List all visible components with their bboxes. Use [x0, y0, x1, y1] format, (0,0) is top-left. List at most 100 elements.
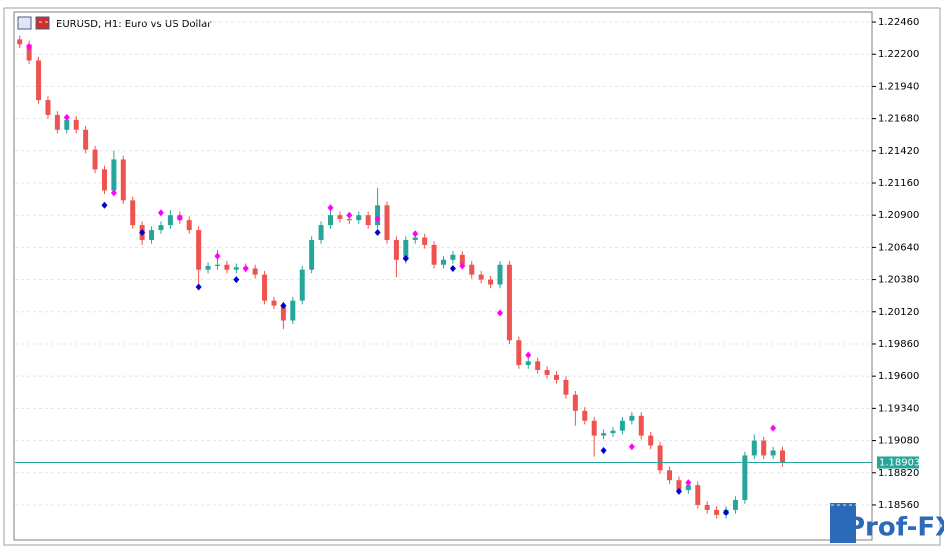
candle-body: [535, 361, 541, 370]
y-tick-label: 1.21680: [878, 114, 919, 125]
signal-marker: [628, 443, 635, 451]
candle-body: [290, 300, 296, 321]
watermark: Prof-FX: [830, 503, 944, 543]
y-tick-label: 1.21160: [878, 178, 919, 189]
candle-body: [111, 159, 117, 191]
y-tick-label: 1.21940: [878, 81, 919, 92]
signal-marker: [101, 201, 108, 209]
candle-body: [252, 268, 258, 275]
candle-body: [158, 225, 164, 231]
signal-marker: [723, 508, 730, 516]
candle-body: [403, 239, 409, 260]
candle-body: [638, 415, 644, 436]
candle-body: [233, 267, 239, 270]
candle-body: [299, 269, 305, 301]
signal-marker: [195, 283, 202, 291]
candle-body: [17, 39, 23, 45]
signal-marker: [675, 487, 682, 495]
candle-body: [205, 265, 211, 270]
candle-body: [506, 264, 512, 341]
current-price-box: [877, 456, 919, 469]
candle-body: [572, 394, 578, 411]
candle-body: [544, 369, 550, 375]
signal-marker: [374, 215, 381, 223]
candle-body: [262, 274, 268, 301]
y-tick-label: 1.19600: [878, 371, 919, 382]
candle-body: [120, 159, 126, 201]
candle-body: [714, 509, 720, 515]
signal-marker: [525, 351, 532, 359]
y-tick-label: 1.20900: [878, 210, 919, 221]
signal-marker: [157, 209, 164, 217]
y-tick-label: 1.18560: [878, 500, 919, 511]
signal-marker: [685, 479, 692, 487]
candle-body: [761, 440, 767, 456]
signal-marker: [346, 211, 353, 219]
signal-marker: [600, 446, 607, 454]
candle-body: [73, 119, 79, 130]
candle-body: [685, 485, 691, 491]
candle-body: [657, 445, 663, 471]
y-tick-label: 1.19080: [878, 436, 919, 447]
current-price-label: 1.18903: [879, 457, 920, 468]
y-tick-label: 1.20120: [878, 307, 919, 318]
candle-body: [441, 259, 446, 265]
signal-marker: [176, 214, 183, 222]
candle-body: [619, 420, 625, 431]
y-tick-label: 1.18820: [878, 468, 919, 479]
signal-marker: [110, 189, 117, 197]
candle-body: [497, 264, 503, 285]
toolbar-icons: [17, 16, 50, 30]
signal-marker: [327, 204, 334, 212]
candle-body: [601, 433, 607, 436]
candle-body: [318, 225, 324, 240]
candle-body: [365, 215, 371, 226]
candle-body: [309, 239, 315, 270]
candle-body: [469, 264, 475, 275]
y-tick-label: 1.20380: [878, 275, 919, 286]
y-tick-label: 1.21420: [878, 146, 919, 157]
candle-body: [554, 374, 560, 380]
candle-body: [780, 450, 786, 463]
candle-body: [214, 264, 220, 266]
candle-body: [591, 420, 597, 436]
candle-body: [742, 455, 748, 501]
signal-marker: [374, 229, 381, 237]
candle-body: [54, 114, 60, 130]
candle-body: [45, 100, 51, 115]
candle-body: [186, 220, 192, 231]
candle-body: [704, 504, 710, 510]
candle-body: [92, 149, 98, 170]
candle-body: [610, 430, 616, 434]
signal-marker: [412, 230, 419, 238]
candle-body: [346, 218, 352, 221]
candle-body: [130, 200, 136, 226]
plot-border: [13, 11, 873, 541]
signal-marker: [63, 113, 70, 121]
y-tick-label: 1.19860: [878, 339, 919, 350]
signal-marker: [214, 252, 221, 260]
candle-body: [393, 239, 399, 260]
signal-marker: [233, 276, 240, 284]
candle-body: [478, 274, 484, 280]
candle-body: [149, 230, 155, 240]
signal-marker: [26, 43, 33, 51]
candle-body: [83, 129, 89, 150]
y-tick-label: 1.19340: [878, 403, 919, 414]
candle-body: [732, 500, 738, 510]
candle-body: [667, 470, 673, 481]
chart-title: EURUSD, H1: Euro vs US Dollar: [56, 19, 212, 30]
candle-body: [327, 215, 333, 226]
candle-body: [488, 279, 494, 285]
signal-marker: [497, 309, 504, 317]
candle-body: [224, 264, 230, 270]
candle-body: [422, 237, 428, 245]
candle-body: [101, 169, 107, 191]
signal-marker: [280, 302, 287, 310]
candle-body: [384, 205, 390, 240]
candle-body: [356, 215, 362, 221]
candle-body: [271, 300, 277, 306]
candle-body: [412, 237, 418, 240]
candle-body: [459, 254, 465, 265]
